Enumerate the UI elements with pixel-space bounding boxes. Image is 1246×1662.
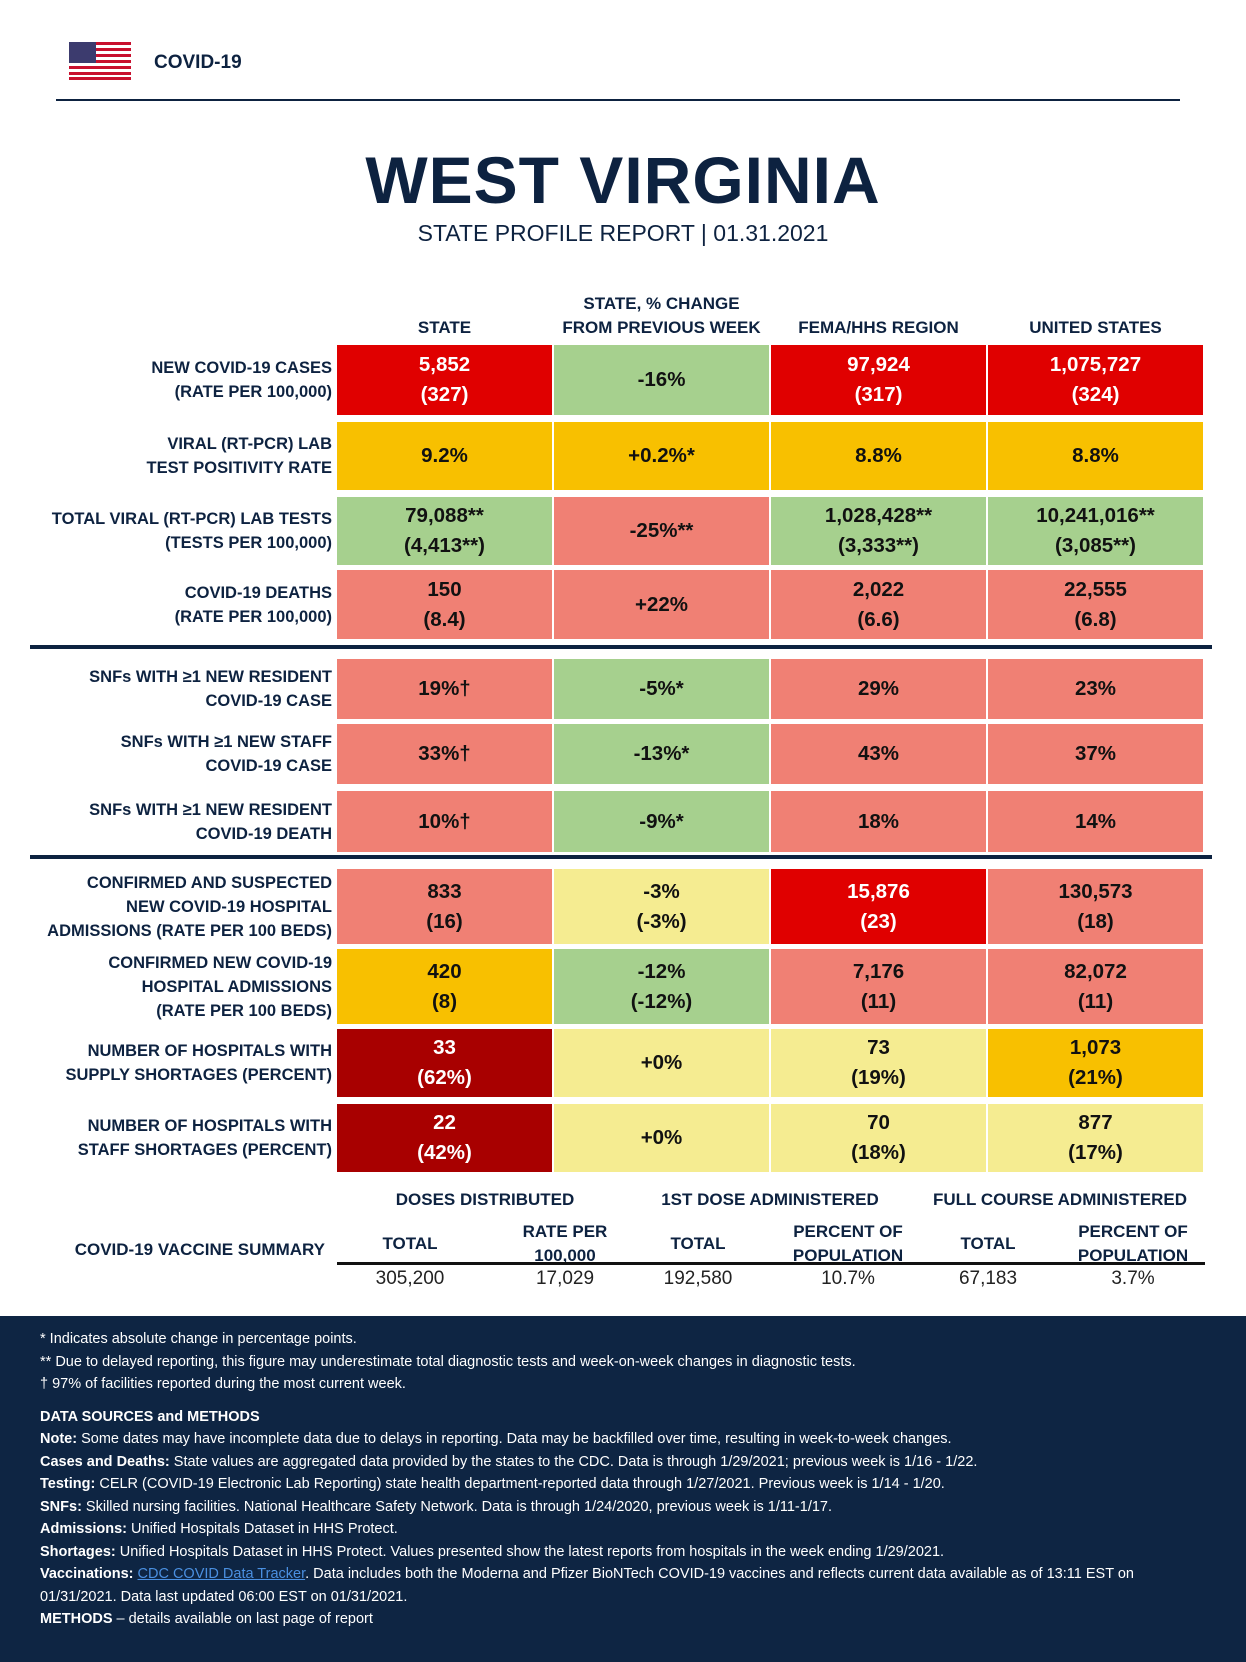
metric-cell: 22 (42%) [337,1104,552,1172]
vaccine-value: 67,183 [958,1268,1018,1289]
metric-cell: 14% [988,791,1203,852]
metric-cell: 8.8% [988,422,1203,490]
metric-cell: 833 (16) [337,869,552,944]
row-label: CONFIRMED AND SUSPECTED NEW COVID-19 HOSP… [47,873,332,940]
metric-cell: -9%* [554,791,769,852]
header-rule [56,99,1180,101]
metric-cell: -3% (-3%) [554,869,769,944]
page-title: WEST VIRGINIA [365,143,881,217]
vaccine-value: 3.7% [1111,1268,1155,1289]
column-header: STATE [417,318,472,337]
metric-cell: 97,924 (317) [771,345,986,415]
brand-label: COVID-19 [154,52,242,73]
metric-cell: -12% (-12%) [554,949,769,1024]
metric-cell: 130,573 (18) [988,869,1203,944]
metric-cell: 73 (19%) [771,1029,986,1097]
section-divider [30,645,1212,649]
vaccine-value: 305,200 [375,1268,445,1289]
footer-notes: * Indicates absolute change in percentag… [0,1316,1246,1662]
metric-cell: -25%** [554,497,769,565]
vaccine-subheader: TOTAL [960,1234,1016,1253]
cdc-data-tracker-link[interactable]: CDC COVID Data Tracker [137,1566,306,1582]
metric-cell: 15,876 (23) [771,869,986,944]
metric-cell: 2,022 (6.6) [771,570,986,639]
row-label: CONFIRMED NEW COVID-19 HOSPITAL ADMISSION… [108,953,332,1020]
vaccine-group-header: DOSES DISTRIBUTED [395,1190,575,1209]
vaccine-rule [337,1262,1205,1265]
metric-cell: 33%† [337,724,552,784]
metric-cell: 33 (62%) [337,1029,552,1097]
metric-cell: 10%† [337,791,552,852]
row-label: NEW COVID-19 CASES (RATE PER 100,000) [151,359,332,401]
metric-cell: 1,075,727 (324) [988,345,1203,415]
note-dagger: † 97% of facilities reported during the … [40,1376,406,1392]
metric-cell: 18% [771,791,986,852]
row-label: SNFs WITH ≥1 NEW RESIDENT COVID-19 CASE [89,668,332,710]
metric-cell: 5,852 (327) [337,345,552,415]
row-label: VIRAL (RT-PCR) LAB TEST POSITIVITY RATE [146,435,333,477]
metric-cell: 1,073 (21%) [988,1029,1203,1097]
source-item: Note: Some dates may have incomplete dat… [40,1431,952,1447]
metric-cell: 37% [988,724,1203,784]
source-item: Admissions: Unified Hospitals Dataset in… [40,1521,398,1537]
metric-cell: -13%* [554,724,769,784]
metric-cell: +22% [554,570,769,639]
metric-cell: 9.2% [337,422,552,490]
metric-cell: 43% [771,724,986,784]
metric-cell: +0.2%* [554,422,769,490]
column-header: FEMA/HHS REGION [798,318,959,337]
metric-cell: 79,088** (4,413**) [337,497,552,565]
metric-cell: +0% [554,1104,769,1172]
vaccine-subheader: TOTAL [670,1234,726,1253]
metric-cell: 10,241,016** (3,085**) [988,497,1203,565]
vaccine-group-header: 1ST DOSE ADMINISTERED [661,1190,879,1209]
metric-cell: 8.8% [771,422,986,490]
page-subtitle: STATE PROFILE REPORT | 01.31.2021 [417,220,829,246]
metric-cell: 29% [771,659,986,719]
sources-title: DATA SOURCES and METHODS [40,1408,260,1425]
column-header: STATE, % CHANGE FROM PREVIOUS WEEK [562,294,761,337]
row-label: NUMBER OF HOSPITALS WITH STAFF SHORTAGES … [77,1117,332,1159]
sources-list: Note: Some dates may have incomplete dat… [40,1428,1206,1563]
vaccine-subheader: RATE PER 100,000 [522,1222,608,1265]
metric-cell: 877 (17%) [988,1104,1203,1172]
note-double-asterisk: ** Due to delayed reporting, this figure… [40,1353,856,1370]
source-item: SNFs: Skilled nursing facilities. Nation… [40,1498,833,1515]
vaccine-subheader: TOTAL [382,1234,438,1253]
source-item: Cases and Deaths: State values are aggre… [40,1453,978,1470]
vaccine-subheader: PERCENT OF POPULATION [1077,1222,1189,1265]
metric-cell: +0% [554,1029,769,1097]
vaccine-value: 17,029 [535,1268,595,1289]
column-header: UNITED STATES [1029,318,1162,337]
metric-cell: 70 (18%) [771,1104,986,1172]
source-vaccinations: Vaccinations: CDC COVID Data Tracker. Da… [40,1566,1134,1605]
row-label: SNFs WITH ≥1 NEW STAFF COVID-19 CASE [120,733,332,775]
source-item: Testing: CELR (COVID-19 Electronic Lab R… [40,1476,945,1492]
vaccine-value: 192,580 [663,1268,733,1289]
metric-cell: 23% [988,659,1203,719]
section-divider [30,855,1212,859]
vaccine-value: 10.7% [821,1268,875,1289]
vaccine-group-header: FULL COURSE ADMINISTERED [932,1190,1188,1209]
metric-cell: 420 (8) [337,949,552,1024]
note-asterisk: * Indicates absolute change in percentag… [40,1331,357,1347]
us-flag-icon [69,42,131,80]
row-label: TOTAL VIRAL (RT-PCR) LAB TESTS (TESTS PER… [51,510,332,552]
metric-cell: 22,555 (6.8) [988,570,1203,639]
metric-cell: 19%† [337,659,552,719]
vaccine-summary-label: COVID-19 VACCINE SUMMARY [74,1240,325,1259]
metric-cell: 150 (8.4) [337,570,552,639]
metric-cell: -16% [554,345,769,415]
row-label: SNFs WITH ≥1 NEW RESIDENT COVID-19 DEATH [89,800,332,843]
vaccine-subheader: PERCENT OF POPULATION [792,1222,904,1265]
metric-cell: 1,028,428** (3,333**) [771,497,986,565]
row-label: NUMBER OF HOSPITALS WITH SUPPLY SHORTAGES… [65,1042,333,1084]
source-methods: METHODS – details available on last page… [40,1611,373,1627]
metric-cell: 82,072 (11) [988,949,1203,1024]
row-label: COVID-19 DEATHS (RATE PER 100,000) [174,583,332,626]
metric-cell: -5%* [554,659,769,719]
source-item: Shortages: Unified Hospitals Dataset in … [40,1543,945,1560]
metric-cell: 7,176 (11) [771,949,986,1024]
